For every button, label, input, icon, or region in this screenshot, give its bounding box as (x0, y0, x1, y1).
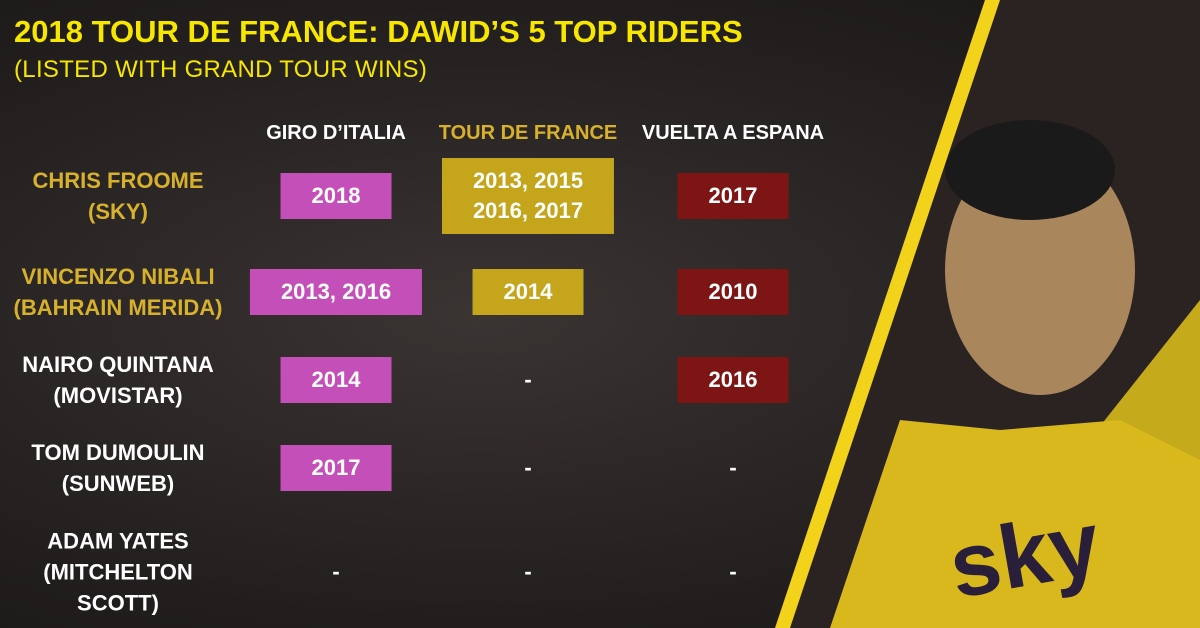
rider-name: TOM DUMOULIN (31, 440, 205, 465)
rider: VINCENZO NIBALI (BAHRAIN MERIDA) (0, 261, 238, 323)
win-cell: 2014 (280, 357, 392, 403)
rider: NAIRO QUINTANA (MOVISTAR) (0, 349, 238, 411)
win-cell: 2018 (280, 173, 392, 219)
win-years: 2010 (708, 279, 758, 304)
win-years: 2017 (311, 455, 361, 480)
win-years: 2016 (708, 367, 758, 392)
column-header: TOUR DE FRANCE (438, 122, 618, 144)
win-years: 2014 (503, 279, 553, 304)
column-header: VUELTA A ESPANA (641, 122, 825, 144)
rider-name: NAIRO QUINTANA (22, 352, 214, 377)
win-cell: 2017 (280, 445, 392, 491)
win-years: 2017 (708, 183, 758, 208)
empty-cell: - (729, 453, 736, 483)
win-years: 2016, 2017 (472, 198, 584, 223)
win-years: 2014 (311, 367, 361, 392)
rider-team: (SKY) (88, 199, 148, 224)
title: 2018 TOUR DE FRANCE: DAWID’S 5 TOP RIDER… (14, 14, 743, 49)
empty-cell: - (729, 557, 736, 587)
win-cell: 2014 (472, 269, 584, 315)
win-years: - (729, 559, 737, 584)
win-cell: 2017 (677, 173, 789, 219)
win-cell: 2013, 2016 (249, 269, 423, 315)
empty-cell: - (524, 453, 531, 483)
rider-team: (MOVISTAR) (53, 383, 183, 408)
rider-team: (MITCHELTON SCOTT) (43, 559, 193, 616)
win-years: - (729, 455, 737, 480)
rider-team: (SUNWEB) (61, 471, 175, 496)
rider-name: ADAM YATES (47, 528, 189, 554)
win-cell: 2010 (677, 269, 789, 315)
win-years: 2013, 2015 (472, 168, 584, 193)
win-years: - (332, 559, 340, 584)
rider: TOM DUMOULIN (SUNWEB) (0, 437, 238, 499)
empty-cell: - (332, 557, 339, 587)
win-cell: 2013, 2015 2016, 2017 (441, 158, 615, 234)
rider: CHRIS FROOME (SKY) (0, 165, 238, 227)
win-years: 2018 (311, 183, 361, 208)
column-header: GIRO D’ITALIA (266, 122, 406, 144)
rider-name: VINCENZO NIBALI (21, 264, 215, 289)
subtitle: (LISTED WITH GRAND TOUR WINS) (14, 56, 428, 83)
win-years: - (524, 559, 532, 584)
win-years: - (524, 455, 532, 480)
win-years: 2013, 2016 (280, 279, 392, 304)
empty-cell: - (524, 365, 531, 395)
empty-cell: - (524, 557, 531, 587)
win-cell: 2016 (677, 357, 789, 403)
rider: ADAM YATES (MITCHELTON SCOTT) (31, 526, 206, 619)
rider-team: (BAHRAIN MERIDA) (13, 295, 223, 320)
rider-name: CHRIS FROOME (32, 168, 204, 193)
win-years: - (524, 367, 532, 392)
